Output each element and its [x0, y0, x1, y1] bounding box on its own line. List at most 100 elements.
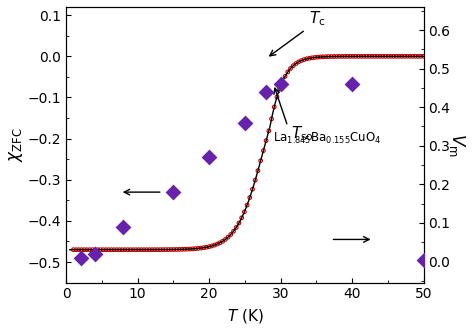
Point	[376, 54, 384, 59]
Point	[127, 247, 134, 252]
Point	[401, 54, 408, 59]
Text: La$_{1.845}$Ba$_{0.155}$CuO$_4$: La$_{1.845}$Ba$_{0.155}$CuO$_4$	[273, 131, 382, 146]
Point	[202, 245, 210, 250]
Point	[346, 54, 354, 59]
Point	[277, 81, 284, 87]
Y-axis label: $\chi_\mathrm{ZFC}$: $\chi_\mathrm{ZFC}$	[7, 127, 25, 162]
Point	[279, 79, 286, 85]
Point	[390, 54, 398, 59]
Point	[360, 54, 368, 59]
Point	[178, 247, 186, 252]
Point	[249, 187, 256, 192]
Point	[295, 59, 302, 64]
Point	[284, 69, 292, 75]
Point	[173, 247, 180, 252]
Point	[276, 86, 283, 91]
Point	[306, 55, 313, 61]
Point	[170, 247, 178, 252]
Point	[406, 54, 414, 59]
Text: $T_\mathrm{so}$: $T_\mathrm{so}$	[292, 124, 314, 143]
Point	[271, 104, 278, 110]
Point	[89, 247, 96, 252]
Point	[348, 81, 356, 87]
Point	[135, 247, 142, 252]
Point	[403, 54, 411, 59]
Point	[124, 247, 131, 252]
Point	[417, 54, 425, 59]
Point	[287, 66, 294, 71]
Point	[100, 247, 107, 252]
Point	[86, 247, 93, 252]
Point	[94, 247, 101, 252]
Point	[91, 251, 99, 256]
Point	[116, 247, 123, 252]
Point	[257, 158, 264, 163]
Point	[387, 54, 395, 59]
Point	[219, 239, 227, 244]
Point	[164, 247, 172, 252]
Point	[194, 246, 202, 251]
Point	[146, 247, 153, 252]
Point	[420, 257, 428, 262]
Point	[110, 247, 118, 252]
Point	[398, 54, 406, 59]
Point	[290, 63, 297, 68]
Point	[137, 247, 145, 252]
Point	[102, 247, 109, 252]
Point	[148, 247, 156, 252]
Point	[344, 54, 351, 59]
Point	[260, 148, 267, 153]
Point	[409, 54, 417, 59]
Point	[243, 203, 251, 208]
Point	[379, 54, 387, 59]
Point	[132, 247, 139, 252]
Point	[322, 54, 329, 59]
Point	[392, 54, 400, 59]
Point	[319, 54, 327, 59]
Point	[151, 247, 159, 252]
Point	[268, 116, 275, 122]
Point	[414, 54, 422, 59]
Point	[113, 247, 120, 252]
Point	[395, 54, 403, 59]
Point	[309, 55, 316, 60]
Point	[365, 54, 373, 59]
Point	[314, 54, 321, 60]
Point	[121, 247, 129, 252]
Point	[221, 237, 229, 242]
Point	[420, 54, 428, 59]
Point	[235, 220, 243, 226]
Point	[159, 247, 167, 252]
X-axis label: $T$ (K): $T$ (K)	[227, 307, 263, 325]
Y-axis label: $V_\mathrm{m}$: $V_\mathrm{m}$	[447, 133, 467, 157]
Point	[75, 247, 82, 252]
Point	[72, 247, 80, 252]
Point	[81, 247, 88, 252]
Point	[170, 189, 177, 195]
Point	[325, 54, 332, 59]
Point	[349, 54, 357, 59]
Point	[330, 54, 338, 59]
Point	[232, 225, 240, 230]
Text: $T_\mathrm{c}$: $T_\mathrm{c}$	[309, 10, 326, 28]
Point	[273, 94, 281, 100]
Point	[352, 54, 359, 59]
Point	[224, 234, 232, 240]
Point	[317, 54, 324, 60]
Point	[371, 54, 378, 59]
Point	[108, 247, 115, 252]
Point	[333, 54, 340, 59]
Point	[197, 245, 205, 251]
Point	[292, 61, 300, 66]
Point	[328, 54, 335, 59]
Point	[374, 54, 381, 59]
Point	[382, 54, 389, 59]
Point	[129, 247, 137, 252]
Point	[303, 56, 310, 61]
Point	[167, 247, 175, 252]
Point	[118, 247, 126, 252]
Point	[241, 209, 248, 214]
Point	[78, 247, 85, 252]
Point	[183, 246, 191, 252]
Point	[384, 54, 392, 59]
